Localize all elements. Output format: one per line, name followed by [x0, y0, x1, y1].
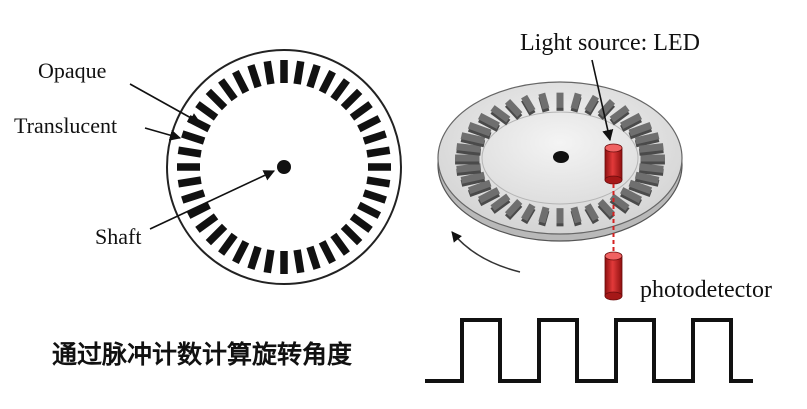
right-disk-slot	[504, 99, 523, 117]
right-disk-slot	[478, 187, 500, 204]
right-disk-slot	[584, 94, 599, 113]
shaft-dot	[277, 160, 291, 174]
right-encoder-disk	[437, 81, 683, 242]
left-disk-callouts: Opaque Translucent Shaft	[14, 58, 276, 249]
right-disk-slot	[460, 171, 486, 184]
right-disk-slot	[504, 199, 523, 217]
left-disk-slot	[340, 223, 363, 246]
led-source	[604, 143, 623, 185]
right-disk-slot	[584, 203, 599, 222]
right-disk-slot	[597, 99, 616, 117]
right-disk-slot	[638, 163, 664, 173]
right-disk-slot	[570, 92, 582, 110]
right-disk-slot	[628, 122, 653, 137]
left-disk-slot	[247, 245, 262, 270]
right-disk-inner-track	[481, 111, 639, 205]
left-disk-slot	[232, 69, 250, 94]
opaque-arrow	[129, 83, 201, 124]
right-disk-slot	[456, 163, 482, 173]
left-disk-slot	[263, 60, 275, 85]
caption-text: 通过脉冲计数计算旋转角度	[52, 340, 352, 369]
shaft-arrow	[149, 170, 276, 230]
left-disk-slot	[349, 213, 373, 233]
left-disk-slot	[366, 176, 391, 188]
right-disk-slot	[456, 143, 482, 153]
right-shaft-dot	[553, 151, 569, 163]
led-arrow	[591, 59, 614, 142]
translucent-arrow	[144, 127, 182, 141]
light-source-label: Light source: LED	[520, 30, 700, 56]
left-encoder-disk	[166, 49, 402, 285]
right-disk-slot	[490, 105, 511, 123]
photodetector-label: photodetector	[640, 277, 772, 303]
left-disk-slot	[330, 78, 350, 102]
left-disk-slot	[357, 201, 382, 219]
left-disk-slot	[362, 130, 387, 145]
left-disk-slot	[181, 130, 206, 145]
right-disk-slot	[638, 143, 664, 153]
left-disk-slot	[330, 232, 350, 256]
left-disk-slot	[357, 115, 382, 133]
right-disk-slot	[467, 179, 492, 194]
right-disk-slot	[467, 122, 492, 137]
right-disk-slot	[538, 92, 550, 110]
pulse-train-waveform	[425, 318, 753, 383]
left-disk-slot	[232, 240, 250, 265]
opaque-label: Opaque	[38, 58, 106, 83]
rotation-arrow	[451, 231, 521, 273]
left-disk-slot-ring	[177, 60, 391, 274]
right-disk-slot-ring	[455, 92, 665, 227]
left-disk-slot	[362, 189, 387, 204]
right-disk-slot	[490, 193, 511, 211]
photodetector	[604, 251, 623, 301]
left-disk-slot	[205, 88, 228, 111]
right-disk-slot	[460, 132, 486, 145]
left-disk-slot	[247, 64, 262, 89]
left-disk-slot	[318, 69, 336, 94]
left-disk-slot	[205, 223, 228, 246]
right-disk-slot	[478, 112, 500, 129]
right-disk-slot	[597, 199, 616, 217]
shaft-label: Shaft	[95, 224, 141, 249]
left-disk-slot	[181, 189, 206, 204]
right-disk-slot	[620, 187, 642, 204]
left-disk-slot	[186, 201, 211, 219]
left-disk-slot	[218, 78, 238, 102]
left-disk-slot	[195, 101, 219, 121]
left-disk-slot	[306, 245, 321, 270]
left-disk-slot	[195, 213, 219, 233]
right-disk-slot	[538, 206, 550, 224]
right-disk-slot	[628, 179, 653, 194]
right-disk-slot	[521, 203, 536, 222]
left-disk-slot	[177, 176, 202, 188]
right-disk-slot	[634, 171, 660, 184]
left-disk-slot	[218, 232, 238, 256]
left-disk-slot	[349, 101, 373, 121]
left-disk-slot	[340, 88, 363, 111]
left-disk-slot	[293, 60, 305, 85]
left-disk-slot	[263, 249, 275, 274]
right-disk-slot	[609, 105, 630, 123]
right-disk-slot	[570, 206, 582, 224]
left-disk-slot	[318, 240, 336, 265]
right-disk-slot	[521, 94, 536, 113]
right-disk-slot	[620, 112, 642, 129]
left-disk-slot	[293, 249, 305, 274]
right-disk-slot	[634, 132, 660, 145]
translucent-label: Translucent	[14, 113, 117, 138]
left-disk-slot	[177, 146, 202, 158]
left-disk-slot	[366, 146, 391, 158]
left-disk-slot	[306, 64, 321, 89]
